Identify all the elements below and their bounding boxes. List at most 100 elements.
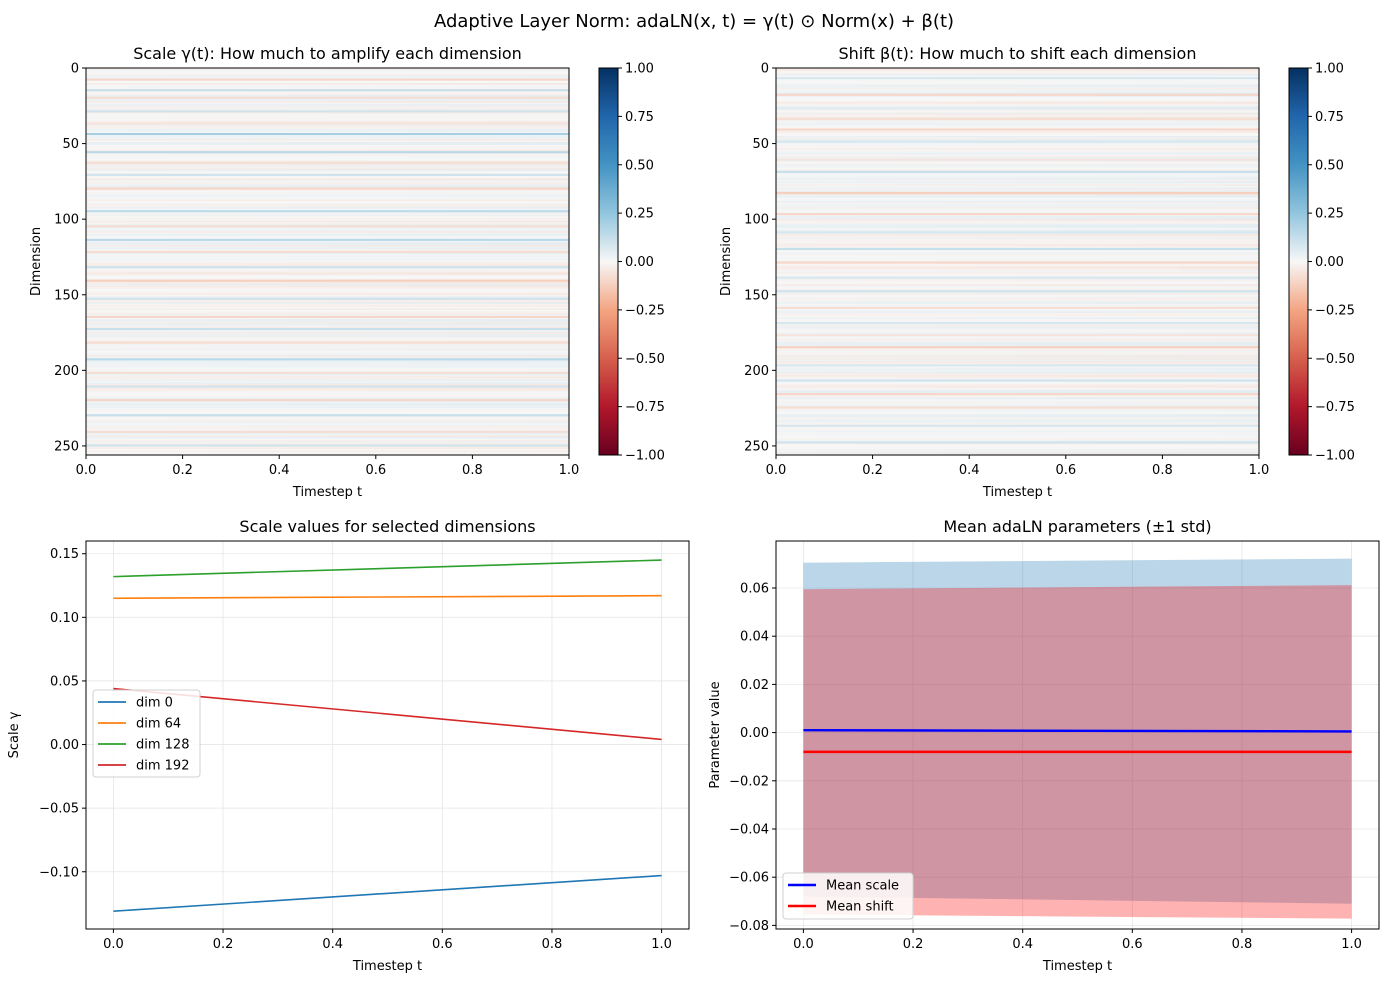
heatmap-cell: [1057, 131, 1099, 134]
heatmap-cell: [528, 93, 570, 96]
heatmap-cell: [816, 78, 858, 81]
heatmap-cell: [327, 411, 369, 414]
heatmap-cell: [247, 376, 288, 379]
heatmap-cell: [166, 80, 208, 82]
heatmap-cell: [528, 324, 570, 327]
heatmap-cell: [206, 259, 248, 262]
heatmap-cell: [776, 134, 817, 137]
heatmap-cell: [367, 172, 409, 175]
heatmap-cell: [937, 154, 978, 157]
heatmap-cell: [287, 217, 329, 220]
heatmap-cell: [367, 303, 409, 306]
heatmap-cell: [488, 423, 530, 426]
heatmap-cell: [1178, 256, 1220, 259]
heatmap-cell: [937, 256, 978, 259]
heatmap-cell: [448, 450, 490, 453]
heatmap-cell: [408, 435, 449, 438]
heatmap-cell: [1178, 148, 1220, 151]
heatmap-cell: [166, 288, 208, 291]
heatmap-cell: [408, 220, 449, 223]
heatmap-cell: [1178, 285, 1220, 288]
heatmap-cell: [1017, 152, 1059, 155]
heatmap-cell: [488, 349, 530, 352]
heatmap-cell: [488, 149, 530, 152]
heatmap-cell: [1138, 223, 1180, 226]
heatmap-cell: [247, 318, 288, 321]
heatmap-cell: [287, 377, 329, 380]
heatmap-cell: [206, 269, 248, 271]
heatmap-cell: [1178, 113, 1220, 116]
heatmap-cell: [126, 402, 168, 404]
heatmap-cell: [287, 412, 329, 415]
heatmap-cell: [448, 379, 490, 382]
heatmap-cell: [1017, 173, 1059, 176]
heatmap-cell: [367, 421, 409, 424]
heatmap-cell: [1178, 179, 1220, 182]
heatmap-cell: [816, 92, 858, 95]
heatmap-cell: [126, 184, 168, 187]
heatmap-cell: [327, 170, 369, 173]
heatmap-cell: [166, 154, 208, 157]
heatmap-cell: [408, 111, 449, 114]
heatmap-cell: [1178, 255, 1220, 258]
heatmap-cell: [1218, 184, 1260, 187]
heatmap-cell: [408, 290, 449, 293]
heatmap-cell: [86, 253, 127, 256]
heatmap-cell: [327, 273, 369, 276]
heatmap-cell: [1138, 256, 1180, 259]
heatmap-cell: [528, 393, 570, 395]
heatmap-cell: [166, 308, 208, 311]
heatmap-cell: [367, 201, 409, 203]
heatmap-cell: [488, 90, 530, 93]
heatmap-cell: [816, 184, 858, 187]
heatmap-cell: [1138, 282, 1180, 285]
heatmap-cell: [408, 84, 449, 87]
heatmap-cell: [86, 108, 127, 111]
heatmap-cell: [206, 394, 248, 397]
heatmap-cell: [287, 394, 329, 397]
heatmap-cell: [448, 184, 490, 187]
heatmap-cell: [86, 190, 127, 193]
heatmap-cell: [287, 247, 329, 250]
heatmap-cell: [1218, 116, 1260, 119]
heatmap-cell: [896, 139, 938, 141]
heatmap-cell: [247, 263, 288, 265]
heatmap-cell: [247, 312, 288, 315]
heatmap-cell: [1017, 259, 1059, 262]
heatmap-cell: [327, 287, 369, 290]
heatmap-cell: [488, 379, 530, 382]
heatmap-cell: [776, 237, 817, 240]
heatmap-cell: [977, 157, 1019, 160]
heatmap-cell: [86, 207, 127, 209]
heatmap-cell: [977, 188, 1019, 191]
heatmap-cell: [937, 126, 978, 129]
heatmap-cell: [1057, 272, 1099, 274]
heatmap-cell: [1098, 220, 1139, 223]
heatmap-cell: [367, 95, 409, 98]
heatmap-cell: [528, 205, 570, 208]
heatmap-cell: [448, 409, 490, 412]
heatmap-cell: [126, 258, 168, 261]
heatmap-cell: [1098, 98, 1139, 101]
heatmap-cell: [937, 184, 978, 187]
heatmap-cell: [856, 87, 898, 90]
heatmap-cell: [1017, 129, 1059, 132]
heatmap-cell: [977, 237, 1019, 240]
heatmap-cell: [896, 96, 938, 99]
colorbar-tick-label: 1.00: [625, 62, 654, 77]
heatmap-cell: [896, 129, 938, 132]
heatmap-cell: [126, 361, 168, 364]
heatmap-cell: [528, 396, 570, 398]
heatmap-cell: [367, 229, 409, 232]
heatmap-cell: [1057, 169, 1099, 172]
heatmap-cell: [448, 415, 490, 418]
heatmap-cell: [1017, 190, 1059, 193]
heatmap-cell: [247, 201, 288, 203]
heatmap-cell: [287, 90, 329, 93]
heatmap-cell: [1017, 176, 1059, 179]
heatmap-cell: [488, 402, 530, 404]
heatmap-cell: [856, 241, 898, 244]
heatmap-cell: [937, 296, 978, 299]
heatmap-cell: [367, 145, 409, 148]
heatmap-cell: [776, 208, 817, 211]
